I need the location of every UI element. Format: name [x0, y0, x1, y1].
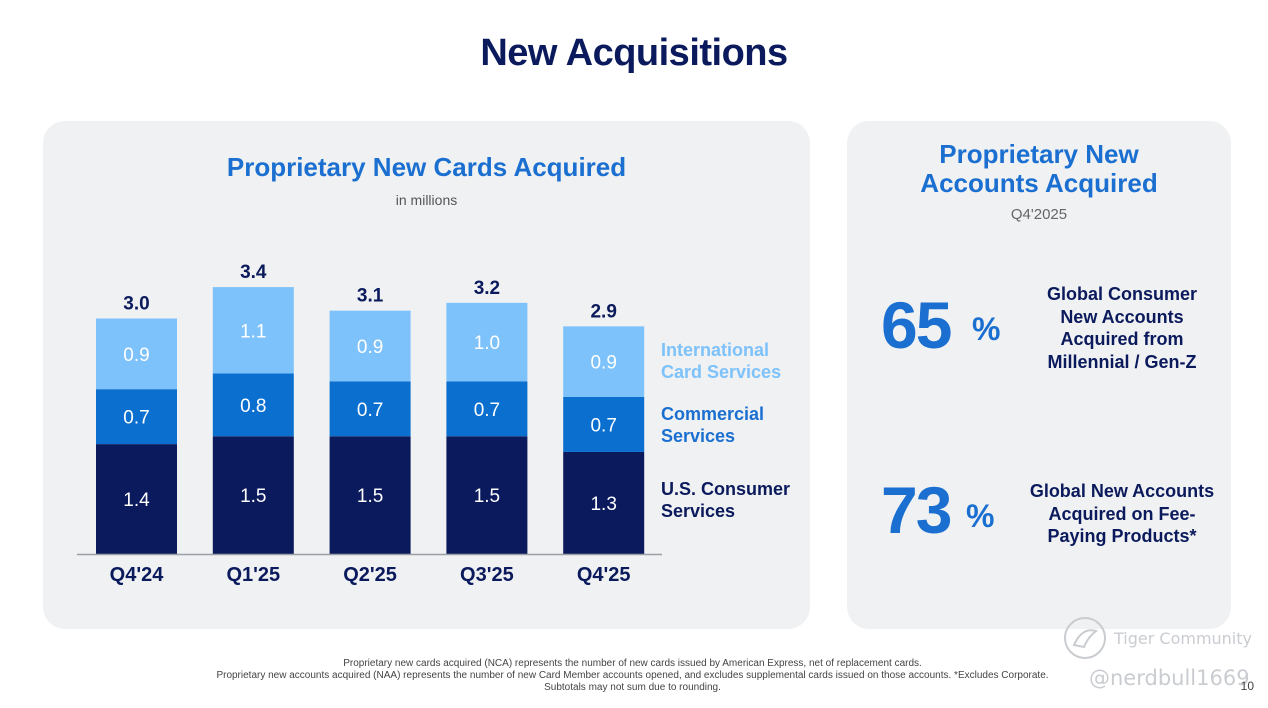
segment-label-international-card-services-q4-25: 0.9 [590, 353, 616, 374]
x-tick-label-q1-25: Q1'25 [226, 564, 280, 586]
legend-commercial-services: Commercial Services [661, 404, 765, 446]
segment-label-u-s-consumer-services-q4-25: 1.3 [590, 494, 616, 515]
total-label-q1-25: 3.4 [240, 262, 267, 283]
bar-segment-international-card-services-q3-25 [446, 302, 528, 382]
segment-label-u-s-consumer-services-q4-24: 1.4 [123, 490, 150, 511]
total-label-q4-24: 3.0 [123, 294, 149, 315]
page-number: 10 [1240, 679, 1254, 693]
footnote-naa: Proprietary new accounts acquired (NAA) … [216, 670, 1049, 681]
chart-subtitle: in millions [395, 192, 458, 208]
legend-us-consumer-services: U.S. Consumer Services [661, 479, 791, 521]
segment-label-commercial-services-q2-25: 0.7 [357, 400, 383, 421]
bar-segment-international-card-services-q2-25 [329, 310, 411, 382]
bar-segment-u-s-consumer-services-q2-25 [329, 436, 411, 554]
stat-fee-paying-unit: % [966, 498, 995, 534]
x-tick-label-q3-25: Q3'25 [460, 564, 514, 586]
watermark-brand: Tiger Community [1114, 629, 1252, 648]
chart-title: Proprietary New Cards Acquired [226, 152, 627, 182]
bar-segment-commercial-services-q2-25 [329, 381, 411, 437]
bar-segment-commercial-services-q3-25 [446, 381, 528, 437]
segment-label-commercial-services-q1-25: 0.8 [240, 396, 266, 417]
accounts-panel-title: Proprietary New Accounts Acquired [920, 139, 1158, 198]
stat-millennial-genz-value: 65 [881, 288, 952, 362]
segment-label-international-card-services-q2-25: 0.9 [357, 337, 383, 358]
new-accounts-panel [847, 121, 1231, 629]
segment-label-commercial-services-q4-24: 0.7 [123, 408, 149, 429]
tiger-community-logo-icon [1064, 617, 1106, 659]
bar-segment-international-card-services-q1-25 [212, 287, 294, 374]
segment-label-international-card-services-q4-24: 0.9 [123, 345, 149, 366]
watermark-handle: @nerdbull1669 [1089, 666, 1250, 690]
bar-segment-u-s-consumer-services-q4-25 [563, 451, 645, 554]
total-label-q2-25: 3.1 [357, 286, 384, 307]
stat-millennial-genz-description: Global Consumer New Accounts Acquired fr… [1046, 284, 1198, 372]
segment-label-commercial-services-q4-25: 0.7 [590, 415, 616, 436]
bar-segment-u-s-consumer-services-q4-24 [96, 444, 177, 554]
total-label-q4-25: 2.9 [590, 301, 616, 322]
segment-label-u-s-consumer-services-q1-25: 1.5 [240, 486, 266, 507]
bar-segment-commercial-services-q4-25 [563, 397, 645, 452]
bar-segment-commercial-services-q4-24 [96, 389, 177, 445]
segment-label-international-card-services-q1-25: 1.1 [240, 321, 266, 342]
bar-segment-commercial-services-q1-25 [212, 373, 294, 437]
page-title: New Acquisitions [480, 32, 788, 74]
segment-label-international-card-services-q3-25: 1.0 [474, 333, 500, 354]
stat-fee-paying-description: Global New Accounts Acquired on Fee- Pay… [1029, 481, 1215, 546]
accounts-panel-period: Q4'2025 [1010, 206, 1068, 223]
stat-millennial-genz-unit: % [972, 311, 1001, 347]
bar-segment-u-s-consumer-services-q1-25 [212, 436, 294, 554]
segment-label-u-s-consumer-services-q3-25: 1.5 [474, 486, 500, 507]
x-tick-label-q2-25: Q2'25 [343, 564, 397, 586]
total-label-q3-25: 3.2 [474, 278, 500, 299]
bar-segment-international-card-services-q4-24 [96, 318, 177, 390]
x-tick-label-q4-24: Q4'24 [110, 564, 165, 586]
segment-label-commercial-services-q3-25: 0.7 [474, 400, 500, 421]
legend-international-card-services: International Card Services [661, 340, 782, 382]
segment-label-u-s-consumer-services-q2-25: 1.5 [357, 486, 383, 507]
bar-segment-u-s-consumer-services-q3-25 [446, 436, 528, 554]
footnote-nca: Proprietary new cards acquired (NCA) rep… [343, 658, 922, 669]
stat-fee-paying-value: 73 [881, 473, 952, 547]
bar-segment-international-card-services-q4-25 [563, 326, 645, 397]
x-tick-label-q4-25: Q4'25 [577, 564, 631, 586]
footnote-rounding: Subtotals may not sum due to rounding. [544, 682, 721, 693]
